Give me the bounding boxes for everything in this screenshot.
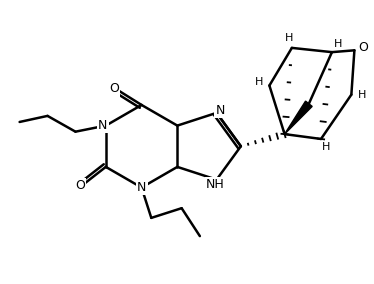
Text: H: H (322, 142, 330, 152)
Text: O: O (358, 41, 368, 55)
Text: H: H (358, 90, 366, 100)
Polygon shape (285, 101, 312, 134)
Text: N: N (215, 104, 225, 117)
Text: O: O (75, 179, 85, 192)
Text: H: H (255, 77, 263, 87)
Text: N: N (137, 181, 146, 194)
Text: O: O (109, 82, 119, 95)
Text: N: N (98, 119, 107, 132)
Text: H: H (285, 33, 293, 43)
Text: H: H (334, 39, 342, 49)
Text: NH: NH (206, 178, 225, 191)
